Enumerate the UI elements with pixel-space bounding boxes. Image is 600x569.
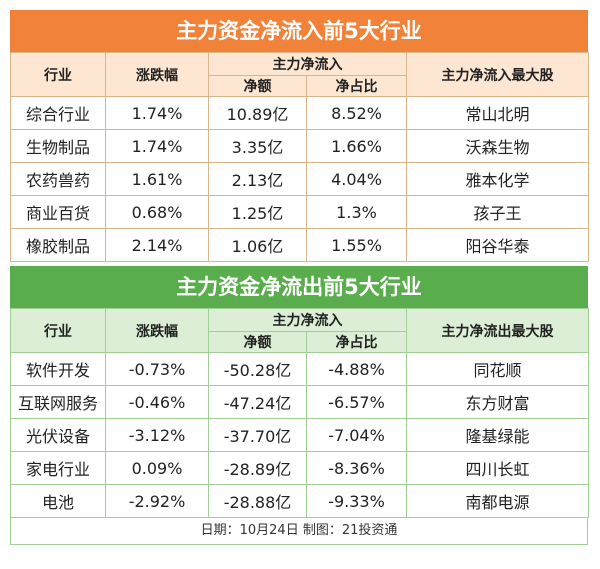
- net-amount-cell: -47.24亿: [208, 385, 307, 419]
- industry-cell: 橡胶制品: [10, 228, 106, 262]
- industry-cell: 农药兽药: [10, 162, 106, 196]
- table-row: 光伏设备 -3.12% -37.70亿 -7.04% 隆基绿能: [10, 418, 589, 452]
- net-ratio-cell: 1.55%: [306, 228, 407, 262]
- table-row: 橡胶制品 2.14% 1.06亿 1.55% 阳谷华泰: [10, 228, 589, 262]
- outflow-table: 行业 涨跌幅 主力净流入 主力净流出最大股 净额 净占比 软件开发 -0.73%…: [10, 308, 589, 518]
- industry-cell: 生物制品: [10, 129, 106, 163]
- net-ratio-cell: -6.57%: [306, 385, 407, 419]
- top-stock-cell: 阳谷华泰: [406, 228, 589, 262]
- report-card: 主力资金净流入前5大行业 行业 涨跌幅 主力净流入 主力净流入最大股 净额 净占…: [10, 10, 589, 545]
- header-net-ratio: 净占比: [306, 75, 407, 97]
- net-amount-cell: 10.89亿: [208, 96, 307, 130]
- header-industry: 行业: [10, 52, 106, 97]
- table-row: 互联网服务 -0.46% -47.24亿 -6.57% 东方财富: [10, 385, 589, 419]
- industry-cell: 光伏设备: [10, 418, 106, 452]
- table-row: 家电行业 0.09% -28.89亿 -8.36% 四川长虹: [10, 451, 589, 485]
- industry-cell: 商业百货: [10, 195, 106, 229]
- net-ratio-cell: 8.52%: [306, 96, 407, 130]
- top-stock-cell: 沃森生物: [406, 129, 589, 163]
- net-ratio-cell: 1.3%: [306, 195, 407, 229]
- top-stock-cell: 南都电源: [406, 484, 589, 518]
- change-cell: -3.12%: [105, 418, 209, 452]
- header-net-ratio: 净占比: [306, 331, 407, 353]
- net-ratio-cell: -4.88%: [306, 352, 407, 386]
- change-cell: 0.68%: [105, 195, 209, 229]
- header-net-amount: 净额: [208, 331, 307, 353]
- change-cell: -2.92%: [105, 484, 209, 518]
- top-stock-cell: 同花顺: [406, 352, 589, 386]
- top-stock-cell: 孩子王: [406, 195, 589, 229]
- industry-cell: 互联网服务: [10, 385, 106, 419]
- table-row: 农药兽药 1.61% 2.13亿 4.04% 雅本化学: [10, 162, 589, 196]
- net-amount-cell: -50.28亿: [208, 352, 307, 386]
- outflow-title: 主力资金净流出前5大行业: [10, 266, 588, 308]
- change-cell: 0.09%: [105, 451, 209, 485]
- net-amount-cell: -37.70亿: [208, 418, 307, 452]
- change-cell: -0.46%: [105, 385, 209, 419]
- industry-cell: 电池: [10, 484, 106, 518]
- net-amount-cell: -28.88亿: [208, 484, 307, 518]
- header-main-net: 主力净流入: [208, 308, 407, 332]
- net-ratio-cell: 1.66%: [306, 129, 407, 163]
- footer-caption: 日期：10月24日 制图：21投资通: [10, 518, 588, 545]
- top-stock-cell: 隆基绿能: [406, 418, 589, 452]
- header-change: 涨跌幅: [105, 52, 209, 97]
- net-amount-cell: 2.13亿: [208, 162, 307, 196]
- table-row: 商业百货 0.68% 1.25亿 1.3% 孩子王: [10, 195, 589, 229]
- industry-cell: 软件开发: [10, 352, 106, 386]
- net-ratio-cell: -8.36%: [306, 451, 407, 485]
- table-row: 软件开发 -0.73% -50.28亿 -4.88% 同花顺: [10, 352, 589, 386]
- table-row: 综合行业 1.74% 10.89亿 8.52% 常山北明: [10, 96, 589, 130]
- header-main-net: 主力净流入: [208, 52, 407, 76]
- header-top-stock: 主力净流入最大股: [406, 52, 589, 97]
- inflow-title: 主力资金净流入前5大行业: [10, 10, 588, 52]
- top-stock-cell: 东方财富: [406, 385, 589, 419]
- net-amount-cell: 1.25亿: [208, 195, 307, 229]
- net-ratio-cell: -7.04%: [306, 418, 407, 452]
- table-row: 生物制品 1.74% 3.35亿 1.66% 沃森生物: [10, 129, 589, 163]
- header-top-stock: 主力净流出最大股: [406, 308, 589, 353]
- net-amount-cell: -28.89亿: [208, 451, 307, 485]
- top-stock-cell: 雅本化学: [406, 162, 589, 196]
- change-cell: -0.73%: [105, 352, 209, 386]
- change-cell: 1.74%: [105, 129, 209, 163]
- header-industry: 行业: [10, 308, 106, 353]
- industry-cell: 综合行业: [10, 96, 106, 130]
- top-stock-cell: 四川长虹: [406, 451, 589, 485]
- net-amount-cell: 3.35亿: [208, 129, 307, 163]
- header-change: 涨跌幅: [105, 308, 209, 353]
- net-amount-cell: 1.06亿: [208, 228, 307, 262]
- net-ratio-cell: -9.33%: [306, 484, 407, 518]
- table-row: 电池 -2.92% -28.88亿 -9.33% 南都电源: [10, 484, 589, 518]
- header-net-amount: 净额: [208, 75, 307, 97]
- net-ratio-cell: 4.04%: [306, 162, 407, 196]
- change-cell: 1.61%: [105, 162, 209, 196]
- change-cell: 2.14%: [105, 228, 209, 262]
- inflow-table: 行业 涨跌幅 主力净流入 主力净流入最大股 净额 净占比 综合行业 1.74% …: [10, 52, 589, 262]
- industry-cell: 家电行业: [10, 451, 106, 485]
- top-stock-cell: 常山北明: [406, 96, 589, 130]
- change-cell: 1.74%: [105, 96, 209, 130]
